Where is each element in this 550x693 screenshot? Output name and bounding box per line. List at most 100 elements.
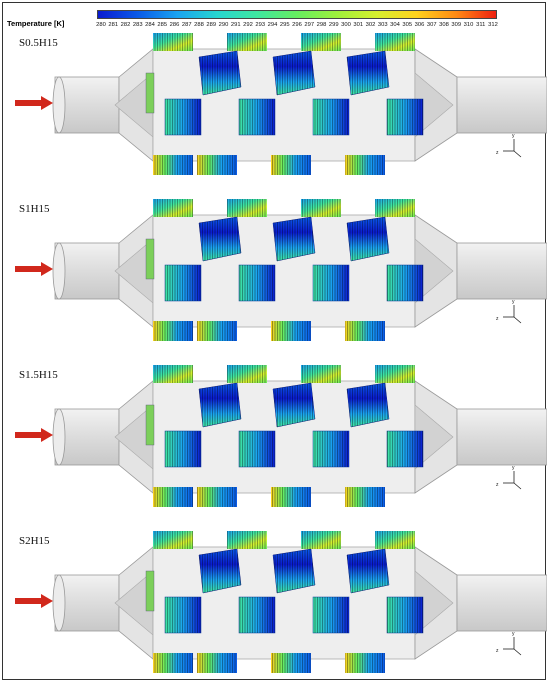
outlet-pipe [456, 242, 547, 300]
lower-fin-hatch [239, 597, 275, 633]
inlet-fin-edge [145, 404, 155, 446]
temperature-colorbar: Temperature [K] 280 281 282 283 284 285 286 287… [7, 8, 507, 34]
lower-fin-hatch [165, 597, 201, 633]
lower-fin-hatch [387, 265, 423, 301]
colorbar-tick-label: 303 [377, 22, 388, 28]
bottom-fin-hatch [197, 653, 237, 673]
colorbar-tick-label: 310 [463, 22, 474, 28]
inlet-opening [52, 242, 66, 300]
colorbar-tick-label: 304 [390, 22, 400, 28]
lower-fin-hatch [165, 265, 201, 301]
axis-z-label: z [496, 482, 499, 488]
colorbar-tick-label: 305 [402, 22, 413, 28]
panel-label: S1.5H15 [19, 369, 58, 381]
inlet-opening [52, 574, 66, 632]
inlet-opening [52, 408, 66, 466]
top-fin-hatch [375, 33, 415, 51]
bottom-fin-hatch [197, 487, 237, 507]
top-fin-hatch [375, 199, 415, 217]
inlet-pipe [54, 242, 120, 300]
colorbar-tick-label: 289 [206, 22, 217, 28]
colorbar-tick-label: 283 [132, 22, 143, 28]
top-fin-hatch [153, 199, 193, 217]
lower-fin-hatch [239, 265, 275, 301]
bottom-fin-hatch [153, 653, 193, 673]
bottom-fin-hatch [345, 321, 385, 341]
inlet-fin-edge [145, 72, 155, 114]
upper-fin-hatch [273, 383, 315, 427]
colorbar-tick-label: 307 [426, 22, 437, 28]
colorbar-tick-label: 300 [341, 22, 351, 28]
bottom-fin-hatch [345, 653, 385, 673]
axis-triad: zy [496, 299, 522, 324]
colorbar-tick-label: 291 [230, 22, 241, 28]
panel-label: S0.5H15 [19, 37, 58, 49]
lower-fin-hatch [165, 99, 201, 135]
inlet-fin-edge [145, 570, 155, 612]
axis-y-label: y [512, 465, 515, 471]
colorbar-tick-label: 282 [120, 22, 131, 28]
axis-y-label: y [512, 631, 515, 637]
upper-fin-hatch [347, 549, 389, 593]
inlet-fin-edge [145, 238, 155, 280]
colorbar-tick-label: 295 [279, 22, 290, 28]
bottom-fin-hatch [153, 155, 193, 175]
top-fin-hatch [375, 365, 415, 383]
colorbar-tick-label: 292 [243, 22, 253, 28]
colorbar-title: Temperature [K] [7, 19, 65, 28]
colorbar-gradient [97, 10, 497, 19]
bottom-fin-hatch [345, 155, 385, 175]
colorbar-tick-label: 296 [292, 22, 302, 28]
bottom-fin-hatch [153, 487, 193, 507]
bottom-fin-hatch [271, 653, 311, 673]
flow-arrow [15, 428, 53, 442]
top-fin-hatch [227, 365, 267, 383]
upper-fin-hatch [347, 383, 389, 427]
lower-fin-hatch [239, 431, 275, 467]
colorbar-tick-label: 281 [108, 22, 119, 28]
lower-fin-hatch [387, 597, 423, 633]
bottom-fin-hatch [271, 321, 311, 341]
colorbar-tick-label: 293 [255, 22, 266, 28]
upper-fin-hatch [347, 217, 389, 261]
lower-fin-hatch [313, 99, 349, 135]
top-fin-hatch [227, 33, 267, 51]
colorbar-tick-label: 287 [181, 22, 192, 28]
outlet-pipe [456, 408, 547, 466]
figure-frame: Temperature [K] 280 281 282 283 284 285 286 287… [2, 2, 547, 680]
bottom-fin-hatch [345, 487, 385, 507]
panel-label: S2H15 [19, 535, 50, 547]
bottom-fin-hatch [197, 155, 237, 175]
axis-z-label: z [496, 316, 499, 322]
outlet-pipe [456, 76, 547, 134]
colorbar-tick-label: 284 [145, 22, 155, 28]
lower-fin-hatch [313, 431, 349, 467]
top-fin-hatch [153, 365, 193, 383]
colorbar-tick-label: 308 [439, 22, 449, 28]
flow-arrow [15, 96, 53, 110]
colorbar-tick-label: 306 [414, 22, 425, 28]
top-fin-hatch [153, 33, 193, 51]
top-fin-hatch [301, 531, 341, 549]
colorbar-tick-label: 285 [157, 22, 168, 28]
lower-fin-hatch [387, 431, 423, 467]
axis-y-label: y [512, 299, 515, 305]
flow-arrow [15, 594, 53, 608]
panel-s1-5h15: z y S1.5H15 [7, 359, 547, 527]
upper-fin-hatch [273, 217, 315, 261]
lower-fin-hatch [387, 99, 423, 135]
top-fin-hatch [375, 531, 415, 549]
inlet-opening [52, 76, 66, 134]
outlet-pipe [456, 574, 547, 632]
upper-fin-hatch [199, 549, 241, 593]
flow-arrow [15, 262, 53, 276]
upper-fin-hatch [199, 51, 241, 95]
axis-triad: zy [496, 631, 522, 656]
colorbar-tick-label: 280 [96, 22, 106, 28]
panel-label: S1H15 [19, 203, 50, 215]
colorbar-tick-label: 294 [267, 22, 278, 28]
colorbar-tick-label: 301 [353, 22, 364, 28]
colorbar-tick-label: 298 [316, 22, 327, 28]
